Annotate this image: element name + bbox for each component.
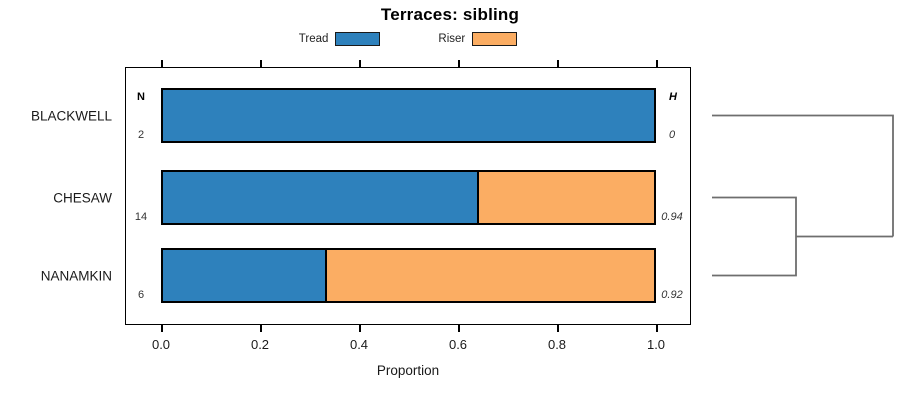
x-axis-tick-top xyxy=(359,60,361,67)
legend: Tread Riser xyxy=(0,32,816,46)
x-axis-tick-top xyxy=(557,60,559,67)
legend-swatch-riser-icon xyxy=(472,32,518,46)
dendrogram-lines xyxy=(712,114,894,277)
bar-segment-tread xyxy=(163,250,327,301)
x-axis-tick-label: 0.4 xyxy=(349,337,369,352)
x-axis-tick-top xyxy=(161,60,163,67)
category-label: NANAMKIN xyxy=(40,268,112,283)
legend-label-riser: Riser xyxy=(438,33,466,45)
x-axis-tick-label: 0.2 xyxy=(250,337,270,352)
x-axis-tick-top xyxy=(458,60,460,67)
x-axis-tick xyxy=(161,325,163,332)
x-axis-tick-label: 0.8 xyxy=(547,337,567,352)
h-column-header: H xyxy=(669,91,677,103)
h-value: 0.94 xyxy=(661,210,683,223)
x-axis-tick xyxy=(260,325,262,332)
n-value: 6 xyxy=(137,288,145,301)
legend-swatch-tread-icon xyxy=(335,32,381,46)
bar-segment-riser xyxy=(326,250,654,301)
x-axis-tick-top xyxy=(656,60,658,67)
n-value: 14 xyxy=(134,210,148,223)
x-axis-tick-label: 0.0 xyxy=(151,337,171,352)
x-axis-tick xyxy=(557,325,559,332)
legend-label-tread: Tread xyxy=(298,33,329,45)
stacked-bar xyxy=(161,248,656,303)
x-axis-tick-top xyxy=(260,60,262,67)
bar-segment-tread xyxy=(163,172,479,223)
bar-segment-tread xyxy=(163,90,654,141)
category-label: CHESAW xyxy=(53,190,112,205)
x-axis-tick-label: 1.0 xyxy=(646,337,666,352)
x-axis-tick xyxy=(458,325,460,332)
bar-segment-riser xyxy=(478,172,654,223)
x-axis-tick xyxy=(359,325,361,332)
n-column-header: N xyxy=(137,91,145,103)
legend-item-tread: Tread xyxy=(299,32,381,46)
chart-title: Terraces: sibling xyxy=(380,5,520,24)
n-value: 2 xyxy=(137,128,145,141)
stacked-bar xyxy=(161,88,656,143)
category-label: BLACKWELL xyxy=(30,108,112,123)
x-axis-tick-label: 0.6 xyxy=(448,337,468,352)
legend-item-riser: Riser xyxy=(438,32,518,46)
x-axis-title: Proportion xyxy=(376,363,440,378)
h-value: 0.92 xyxy=(661,288,683,301)
x-axis-tick xyxy=(656,325,658,332)
stacked-bar xyxy=(161,170,656,225)
h-value: 0 xyxy=(668,128,676,141)
